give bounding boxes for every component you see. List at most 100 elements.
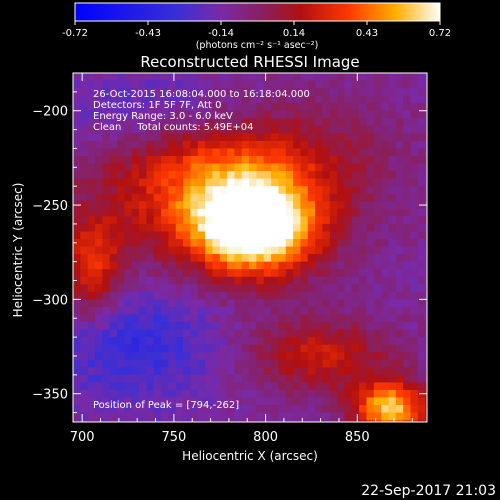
heatmap-cell bbox=[241, 397, 250, 406]
heatmap-cell bbox=[212, 80, 221, 89]
heatmap-cell bbox=[315, 156, 323, 165]
heatmap-cell bbox=[87, 148, 96, 157]
heatmap-cell bbox=[373, 125, 382, 134]
heatmap-cell bbox=[139, 246, 147, 255]
heatmap-cell bbox=[337, 95, 345, 104]
heatmap-cell bbox=[351, 412, 360, 421]
heatmap-cell bbox=[307, 110, 316, 119]
heatmap-cell bbox=[241, 118, 250, 127]
heatmap-cell bbox=[337, 254, 345, 263]
heatmap-cell bbox=[168, 103, 177, 112]
heatmap-cell bbox=[263, 412, 272, 421]
heatmap-cell bbox=[300, 314, 309, 323]
heatmap-cell bbox=[315, 231, 323, 240]
heatmap-cell bbox=[329, 193, 338, 202]
heatmap-cell bbox=[373, 382, 382, 391]
heatmap-cell bbox=[131, 374, 140, 383]
heatmap-cell bbox=[417, 382, 426, 391]
heatmap-cell bbox=[80, 118, 89, 127]
heatmap-cell bbox=[241, 208, 250, 217]
heatmap-cell bbox=[344, 118, 353, 127]
heatmap-cell bbox=[322, 284, 331, 293]
heatmap-cell bbox=[131, 231, 140, 240]
heatmap-cell bbox=[315, 299, 323, 308]
heatmap-cell bbox=[124, 103, 133, 112]
heatmap-cell bbox=[410, 223, 419, 232]
heatmap-cell bbox=[249, 359, 257, 368]
heatmap-cell bbox=[146, 88, 155, 97]
heatmap-cell bbox=[95, 186, 103, 195]
heatmap-cell bbox=[351, 193, 360, 202]
heatmap-cell bbox=[381, 420, 389, 422]
heatmap-cell bbox=[219, 178, 228, 187]
heatmap-cell bbox=[381, 231, 389, 240]
heatmap-cell bbox=[388, 276, 397, 285]
heatmap-cell bbox=[197, 269, 206, 278]
heatmap-cell bbox=[153, 186, 162, 195]
heatmap-cell bbox=[95, 73, 103, 82]
heatmap-cell bbox=[234, 201, 243, 210]
heatmap-cell bbox=[227, 291, 235, 300]
heatmap-cell bbox=[234, 239, 243, 248]
heatmap-cell bbox=[153, 201, 162, 210]
heatmap-cell bbox=[212, 193, 221, 202]
heatmap-cell bbox=[417, 118, 426, 127]
heatmap-cell bbox=[285, 239, 294, 248]
heatmap-cell bbox=[315, 171, 323, 180]
heatmap-cell bbox=[263, 261, 272, 270]
heatmap-cell bbox=[388, 186, 397, 195]
heatmap-cell bbox=[117, 276, 125, 285]
heatmap-cell bbox=[395, 261, 404, 270]
heatmap-cell bbox=[285, 374, 294, 383]
heatmap-cell bbox=[219, 125, 228, 134]
heatmap-cell bbox=[161, 291, 169, 300]
heatmap-cell bbox=[410, 103, 419, 112]
heatmap-cell bbox=[146, 397, 155, 406]
heatmap-cell bbox=[329, 344, 338, 353]
heatmap-cell bbox=[161, 156, 169, 165]
heatmap-cell bbox=[87, 140, 96, 149]
heatmap-cell bbox=[403, 201, 411, 210]
heatmap-cell bbox=[351, 171, 360, 180]
heatmap-cell bbox=[241, 140, 250, 149]
heatmap-cell bbox=[205, 329, 213, 338]
heatmap-cell bbox=[117, 133, 125, 142]
heatmap-cell bbox=[183, 261, 191, 270]
heatmap-cell bbox=[249, 231, 257, 240]
heatmap-cell bbox=[395, 405, 404, 414]
heatmap-cell bbox=[307, 133, 316, 142]
heatmap-cell bbox=[139, 389, 147, 398]
heatmap-cell bbox=[366, 382, 375, 391]
heatmap-cell bbox=[315, 359, 323, 368]
heatmap-cell bbox=[219, 88, 228, 97]
heatmap-cell bbox=[183, 314, 191, 323]
heatmap-cell bbox=[417, 148, 426, 157]
heatmap-cell bbox=[73, 186, 81, 195]
heatmap-cell bbox=[293, 125, 301, 134]
heatmap-cell bbox=[139, 140, 147, 149]
heatmap-cell bbox=[329, 389, 338, 398]
heatmap-cell bbox=[241, 420, 250, 422]
heatmap-cell bbox=[300, 322, 309, 331]
heatmap-cell bbox=[168, 329, 177, 338]
heatmap-cell bbox=[227, 284, 235, 293]
heatmap-cell bbox=[322, 95, 331, 104]
heatmap-cell bbox=[190, 133, 199, 142]
heatmap-cell bbox=[329, 110, 338, 119]
y-tick-label: −350 bbox=[32, 388, 68, 403]
heatmap-cell bbox=[197, 95, 206, 104]
heatmap-cell bbox=[300, 88, 309, 97]
heatmap-cell bbox=[234, 118, 243, 127]
heatmap-cell bbox=[271, 269, 279, 278]
heatmap-cell bbox=[359, 239, 367, 248]
heatmap-cell bbox=[256, 405, 265, 414]
heatmap-cell bbox=[249, 148, 257, 157]
heatmap-cell bbox=[366, 88, 375, 97]
heatmap-cell bbox=[161, 208, 169, 217]
heatmap-cell bbox=[256, 374, 265, 383]
heatmap-cell bbox=[175, 284, 184, 293]
heatmap-cell bbox=[271, 186, 279, 195]
heatmap-cell bbox=[131, 73, 140, 82]
heatmap-cell bbox=[109, 223, 118, 232]
heatmap-cell bbox=[139, 118, 147, 127]
